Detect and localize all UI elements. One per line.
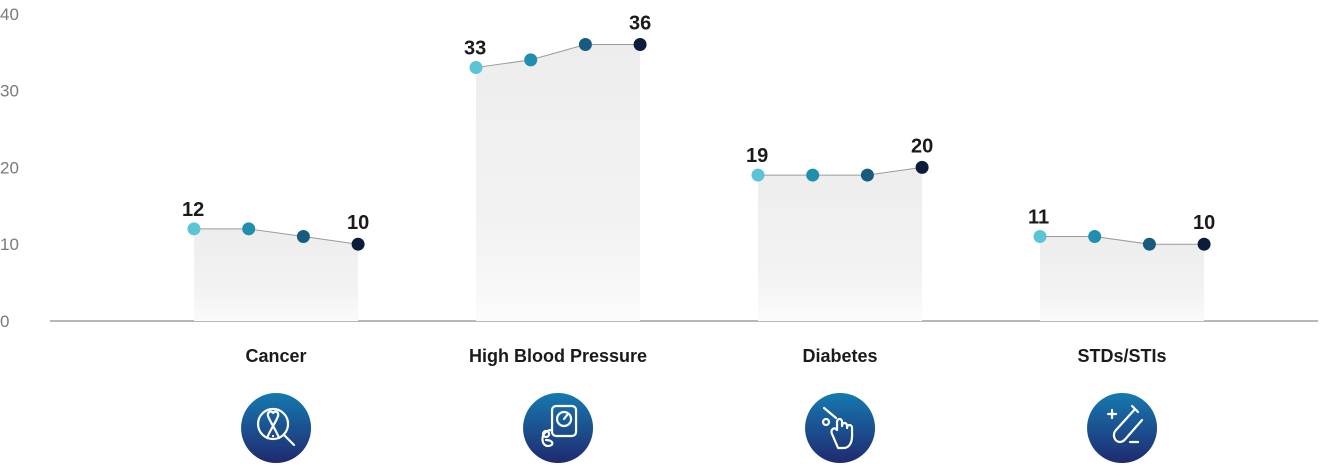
series-line (475, 44, 641, 69)
category-label: Cancer (246, 346, 307, 366)
data-point (751, 168, 765, 182)
data-point (806, 168, 820, 182)
data-point (1033, 230, 1047, 244)
y-tick-label-1: 10 (0, 235, 19, 254)
data-point (1088, 230, 1102, 244)
data-point (296, 230, 310, 244)
data-label-last: 10 (347, 212, 369, 234)
data-point (633, 38, 647, 52)
series-group-0: 12 10 (182, 199, 369, 321)
data-point (351, 237, 365, 251)
area-fill (476, 44, 641, 322)
series-group-2: 19 20 (746, 135, 933, 321)
icon-glyph (1112, 404, 1144, 444)
data-label-last: 36 (629, 13, 651, 35)
icon-badge (1087, 393, 1158, 463)
icon-glyph (555, 410, 573, 428)
test-tube-plus-minus-icon (1087, 393, 1158, 463)
series-line (194, 228, 359, 245)
category-label: High Blood Pressure (469, 346, 647, 366)
data-point (187, 222, 201, 236)
data-label-first: 11 (1028, 207, 1049, 229)
data-label-last: 20 (911, 135, 933, 157)
y-tick-label-3: 30 (0, 82, 19, 101)
category-label: STDs/STIs (1078, 346, 1167, 366)
data-label-first: 12 (182, 199, 204, 221)
glucose-finger-prick-icon (805, 393, 876, 463)
category-icons (241, 393, 1158, 463)
y-tick-label-4: 40 (0, 5, 19, 24)
icon-glyph (541, 429, 551, 439)
category-label: Diabetes (803, 346, 878, 366)
icon-badge (241, 393, 312, 463)
data-point (469, 61, 483, 75)
category-axis: Cancer High Blood Pressure Diabetes STDs/ST… (246, 346, 1167, 366)
icon-glyph (562, 413, 569, 421)
data-label-first: 33 (464, 38, 486, 60)
blood-pressure-monitor-icon (523, 393, 594, 463)
icon-glyph (265, 410, 281, 440)
icon-glyph (541, 428, 554, 448)
series-line (758, 166, 923, 176)
data-point (578, 38, 592, 52)
data-point (242, 222, 256, 236)
data-label-last: 10 (1193, 212, 1215, 234)
area-fill (758, 167, 923, 321)
icon-glyph (282, 433, 296, 447)
icon-badge (523, 393, 594, 463)
data-point (1142, 237, 1156, 251)
icon-glyph (822, 406, 838, 420)
area-fill (194, 228, 359, 321)
data-point (915, 160, 929, 174)
icon-glyph (256, 407, 290, 441)
ribbon-magnifier-icon (241, 393, 312, 463)
data-label-first: 19 (746, 145, 768, 167)
series-group-1: 33 36 (464, 13, 651, 322)
icon-glyph (821, 417, 831, 427)
area-fill (1040, 236, 1205, 321)
y-tick-label-2: 20 (0, 158, 19, 177)
series-group-3: 11 10 (1028, 207, 1215, 321)
series-line (1040, 236, 1205, 245)
y-tick-label-0: 0 (0, 312, 9, 331)
data-point (524, 53, 538, 67)
data-point (1197, 237, 1211, 251)
icon-badge (805, 393, 876, 463)
icon-glyph (830, 417, 854, 450)
icon-glyph (550, 404, 578, 438)
data-point (860, 168, 874, 182)
